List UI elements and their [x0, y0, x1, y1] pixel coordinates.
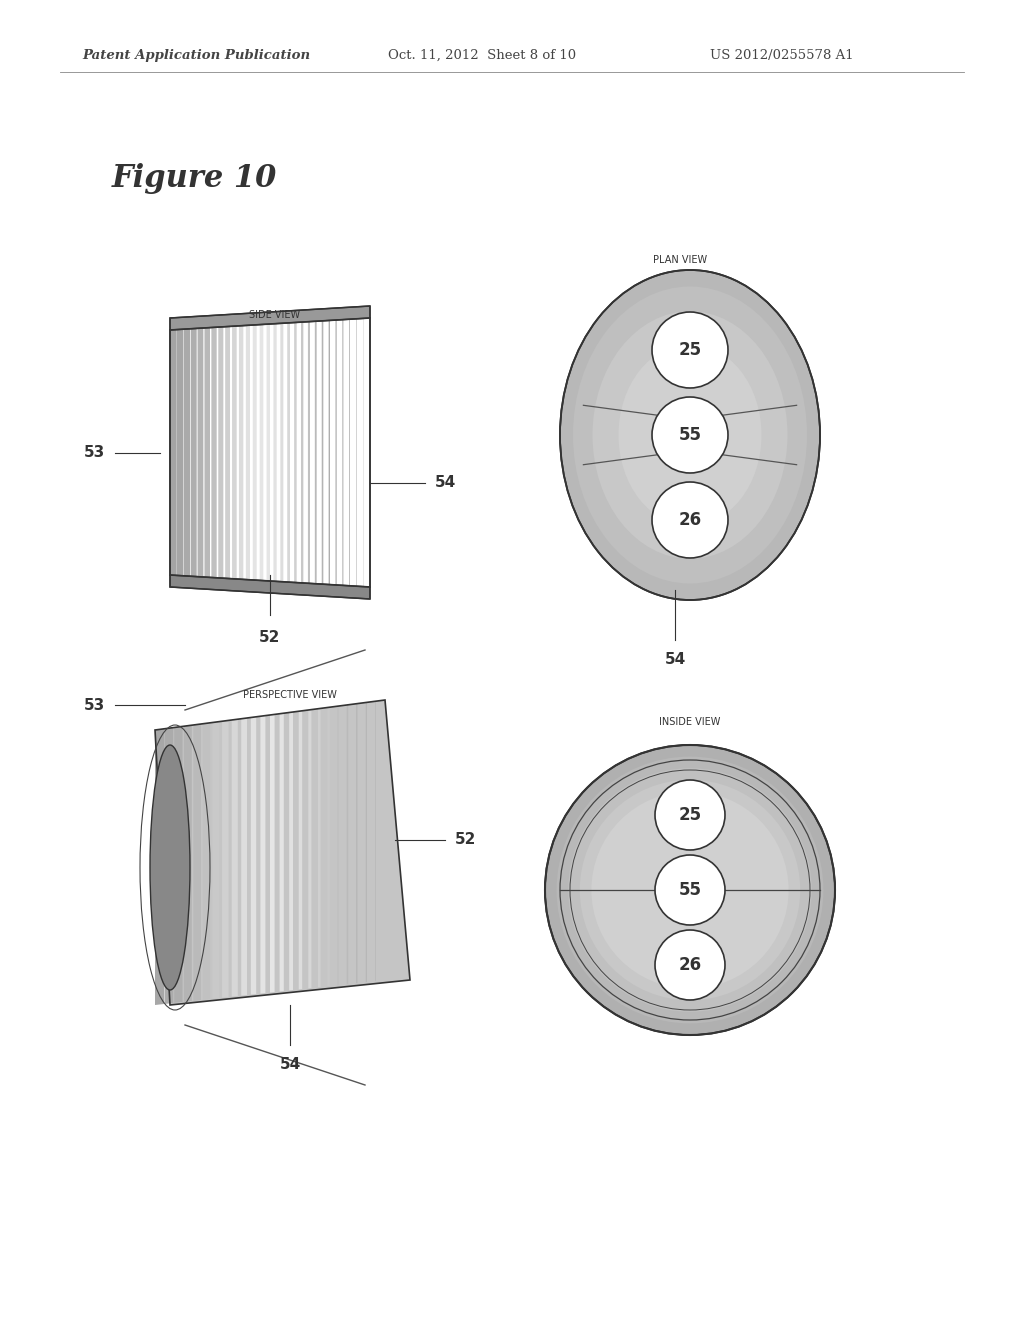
Polygon shape [273, 312, 276, 594]
Polygon shape [174, 726, 182, 1003]
Text: PLAN VIEW: PLAN VIEW [653, 255, 707, 265]
Polygon shape [260, 313, 263, 593]
Circle shape [655, 931, 725, 1001]
Circle shape [580, 780, 800, 1001]
Text: 54: 54 [435, 475, 457, 490]
Circle shape [545, 744, 835, 1035]
Text: 55: 55 [679, 426, 701, 444]
Polygon shape [194, 723, 201, 1001]
Polygon shape [308, 310, 310, 595]
Ellipse shape [573, 286, 807, 583]
Polygon shape [203, 723, 210, 999]
Polygon shape [308, 710, 311, 989]
Circle shape [655, 780, 725, 850]
Text: 25: 25 [679, 341, 701, 359]
Polygon shape [222, 721, 228, 998]
Text: 53: 53 [84, 697, 105, 713]
Polygon shape [314, 309, 316, 595]
Polygon shape [239, 314, 244, 591]
Text: Patent Application Publication: Patent Application Publication [82, 49, 310, 62]
Polygon shape [347, 705, 348, 985]
Polygon shape [205, 315, 210, 590]
Polygon shape [253, 313, 257, 593]
Text: US 2012/0255578 A1: US 2012/0255578 A1 [710, 49, 854, 62]
Polygon shape [225, 314, 230, 590]
Ellipse shape [560, 271, 820, 601]
Ellipse shape [593, 312, 787, 558]
Circle shape [592, 792, 788, 989]
Polygon shape [301, 310, 303, 595]
Text: 55: 55 [679, 880, 701, 899]
Polygon shape [190, 317, 197, 589]
Polygon shape [260, 715, 265, 994]
Polygon shape [299, 710, 302, 990]
Ellipse shape [150, 744, 190, 990]
Circle shape [652, 312, 728, 388]
Polygon shape [242, 718, 247, 995]
Polygon shape [170, 318, 177, 587]
Text: 52: 52 [259, 630, 281, 645]
Polygon shape [280, 713, 284, 991]
Text: SIDE VIEW: SIDE VIEW [250, 310, 301, 319]
Text: 54: 54 [665, 652, 686, 667]
Circle shape [557, 756, 823, 1023]
Text: 25: 25 [679, 807, 701, 824]
Polygon shape [288, 310, 290, 594]
Circle shape [568, 768, 812, 1012]
Polygon shape [266, 312, 270, 593]
Text: 52: 52 [455, 833, 476, 847]
Polygon shape [183, 725, 191, 1002]
Polygon shape [155, 729, 164, 1005]
Ellipse shape [618, 345, 762, 525]
Polygon shape [170, 306, 370, 330]
Text: 26: 26 [679, 956, 701, 974]
Polygon shape [232, 314, 237, 591]
Polygon shape [251, 717, 256, 994]
Polygon shape [246, 313, 250, 591]
Polygon shape [281, 312, 284, 594]
Text: 53: 53 [84, 445, 105, 459]
Circle shape [655, 855, 725, 925]
Polygon shape [165, 727, 173, 1005]
Polygon shape [213, 722, 219, 999]
Polygon shape [294, 310, 297, 594]
Text: Oct. 11, 2012  Sheet 8 of 10: Oct. 11, 2012 Sheet 8 of 10 [388, 49, 577, 62]
Polygon shape [170, 576, 370, 599]
Polygon shape [289, 711, 293, 990]
Circle shape [652, 397, 728, 473]
Polygon shape [183, 317, 190, 589]
Polygon shape [317, 709, 321, 987]
Polygon shape [270, 714, 274, 993]
Polygon shape [211, 315, 217, 590]
Polygon shape [218, 314, 223, 590]
Text: 54: 54 [280, 1057, 301, 1072]
Circle shape [652, 482, 728, 558]
Text: INSIDE VIEW: INSIDE VIEW [659, 717, 721, 727]
Text: Figure 10: Figure 10 [112, 162, 278, 194]
Polygon shape [336, 308, 337, 597]
Text: 26: 26 [679, 511, 701, 529]
Polygon shape [177, 317, 183, 587]
Polygon shape [337, 706, 339, 985]
Polygon shape [322, 309, 324, 597]
Polygon shape [356, 704, 357, 983]
Polygon shape [328, 708, 330, 986]
Polygon shape [231, 719, 238, 997]
Text: PERSPECTIVE VIEW: PERSPECTIVE VIEW [243, 690, 337, 700]
Polygon shape [155, 700, 410, 1005]
Polygon shape [329, 309, 330, 597]
Polygon shape [198, 315, 204, 589]
